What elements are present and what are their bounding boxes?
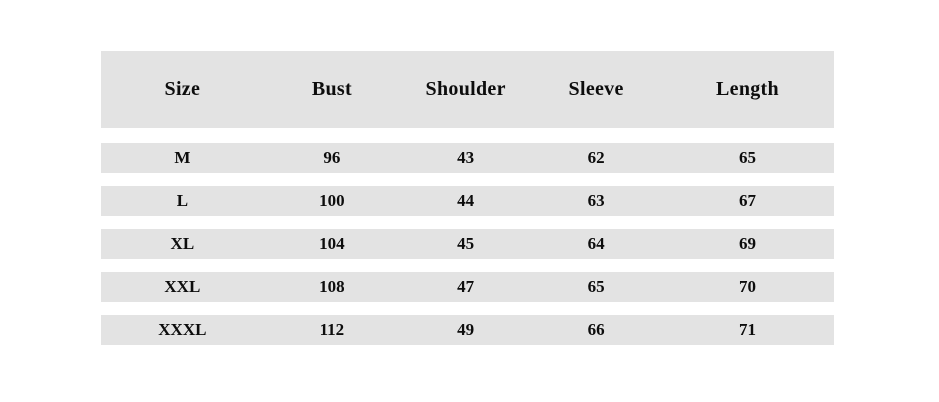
cell-length: 70 [738,277,756,296]
cell-shoulder: 43 [457,148,475,167]
cell-size: M [174,148,191,167]
cell-length: 69 [738,234,756,253]
cell-length: 67 [738,191,756,210]
cell-size: XXL [164,277,201,296]
table-row-xxl: XXL 108 47 65 70 [101,272,834,302]
cell-size: L [176,191,189,210]
cell-size: XXXL [158,320,207,339]
cell-length: 71 [738,320,756,339]
cell-sleeve: 65 [587,277,605,296]
table-row-m: M 96 43 62 65 [101,143,834,173]
cell-bust: 96 [323,148,341,167]
cell-shoulder: 49 [457,320,475,339]
header-cell-sleeve: Sleeve [568,78,624,100]
cell-size: XL [170,234,195,253]
cell-shoulder: 47 [457,277,475,296]
cell-sleeve: 63 [587,191,605,210]
cell-bust: 108 [319,277,345,296]
table-row-l: L 100 44 63 67 [101,186,834,216]
header-cell-shoulder: Shoulder [425,78,506,100]
header-row: Size Bust Shoulder Sleeve Length [101,51,834,128]
header-cell-size: Size [164,78,201,100]
cell-sleeve: 66 [587,320,605,339]
cell-bust: 112 [319,320,345,339]
cell-shoulder: 44 [457,191,475,210]
table-row-xxxl: XXXL 112 49 66 71 [101,315,834,345]
table-row-xl: XL 104 45 64 69 [101,229,834,259]
size-chart-table: Size Bust Shoulder Sleeve Length M 96 43… [101,51,834,345]
cell-shoulder: 45 [457,234,475,253]
header-cell-length: Length [716,78,779,100]
cell-bust: 100 [319,191,345,210]
header-cell-bust: Bust [311,78,352,100]
cell-bust: 104 [319,234,345,253]
cell-length: 65 [738,148,756,167]
cell-sleeve: 64 [587,234,605,253]
cell-sleeve: 62 [587,148,605,167]
